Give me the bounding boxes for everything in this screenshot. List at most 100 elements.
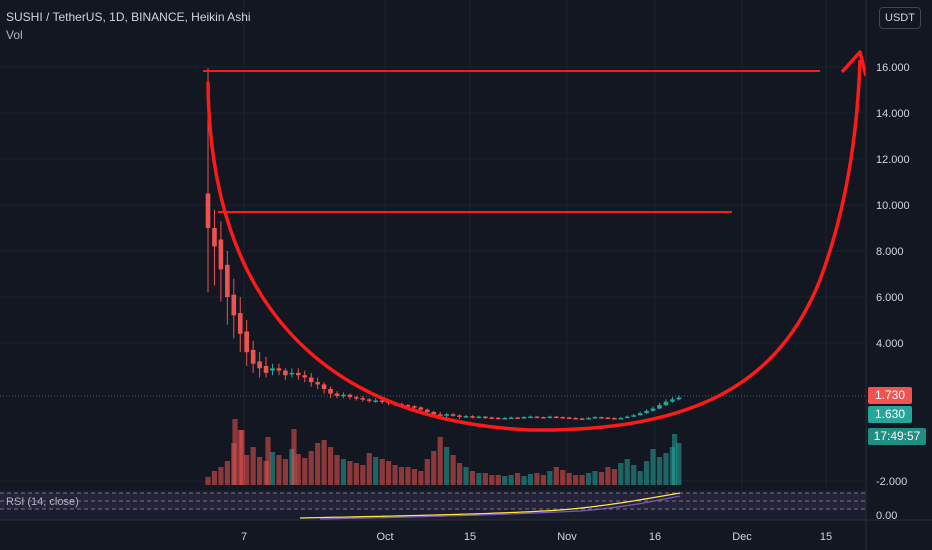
volume-bar [450,455,456,485]
volume-bar [672,434,678,485]
candle-body [644,410,649,414]
candle-body [605,417,611,420]
volume-bar [579,475,585,485]
price-tag-last: 1.630 [868,406,912,423]
volume-bar [598,472,605,485]
candle-body [379,400,385,402]
volume-bar [321,440,327,485]
chart-grid [0,0,866,488]
candle-body [508,417,514,420]
candle-body [270,368,275,371]
candle-body [237,313,243,334]
volume-bar [508,475,514,485]
candle-body [418,407,424,410]
volume-bar [482,473,488,485]
countdown-tag: 17:49:57 [868,428,926,445]
candle-body [289,372,295,375]
volume-bar [495,475,501,485]
y-tick-label: 6.000 [876,292,904,304]
volume-bar [592,471,598,485]
volume-bar [340,459,347,485]
volume-bars [205,419,682,485]
volume-bar [637,471,643,485]
candle-body [541,417,546,419]
volume-bar [676,443,682,485]
candle-body [444,414,449,416]
candle-body [321,384,327,389]
candle-body [657,405,662,409]
y-tick-label: 14.000 [876,108,910,120]
candle-body [373,400,378,402]
volume-bar [611,469,617,485]
volume-bar [327,447,334,485]
candle-body [308,377,314,383]
candle-body [676,397,682,400]
y-tick-label: 10.000 [876,200,910,212]
volume-bar [437,437,443,485]
candle-body [250,349,256,364]
volume-bar [547,471,553,485]
price-axis: 16.000 14.000 12.000 10.000 8.000 6.000 4.000 -… [865,0,932,550]
y-tick-label: 4.000 [876,338,904,350]
candle-body [283,370,288,376]
volume-bar [585,473,592,485]
volume-bar [644,461,650,485]
candle-body [334,393,340,396]
volume-bar [386,461,392,485]
volume-bar [244,455,250,485]
candle-body [631,415,636,417]
candle-body [502,417,507,420]
volume-bar [527,474,534,485]
volume-bar [282,459,288,485]
cup-annotation [203,50,868,432]
candle-body [528,416,533,419]
volume-bar [540,475,546,485]
chart-legend: SUSHI / TetherUS, 1D, BINANCE, Heikin As… [6,8,251,44]
volume-bar [656,457,663,485]
candle-body [257,361,262,369]
volume-bar [605,467,611,485]
volume-bar [239,430,245,485]
candle-body [470,416,475,418]
candle-body [360,398,366,400]
volume-bar [353,463,359,485]
volume-label: Vol [6,28,23,42]
volume-bar [431,451,437,485]
currency-button[interactable]: USDT [879,7,921,29]
volume-bar [631,465,637,485]
x-tick-label: 15 [820,531,832,543]
candle-body [560,417,566,419]
candle-body [483,416,488,419]
volume-bar [476,473,482,485]
candle-body [663,401,669,406]
candle-body [412,406,417,408]
volume-bar [308,451,314,485]
volume-bar [521,476,527,485]
volume-bar [379,459,385,485]
candle-body [405,405,411,407]
volume-bar [224,461,230,485]
candle-body [515,417,520,420]
candle-body [225,264,230,297]
volume-bar [650,449,656,485]
volume-bar [534,473,540,485]
rsi-pane [0,490,866,520]
volume-bar [502,476,508,485]
candle-body [328,389,333,394]
volume-bar [276,455,282,485]
volume-bar [618,463,624,485]
x-tick-label: 16 [649,531,661,543]
price-tag-upper: 1.730 [868,387,912,404]
candle-body [354,397,359,399]
volume-bar [398,467,405,485]
symbol-title: SUSHI / TetherUS, 1D, BINANCE, Heikin As… [6,10,251,24]
candle-body [205,193,211,228]
rsi-tick-label: 0.00 [876,510,897,522]
x-tick-label: 15 [464,531,476,543]
volume-bar [515,473,521,485]
candle-body [547,416,553,419]
volume-bar [573,475,579,485]
candle-body [554,416,559,419]
axis-bg [866,0,932,550]
